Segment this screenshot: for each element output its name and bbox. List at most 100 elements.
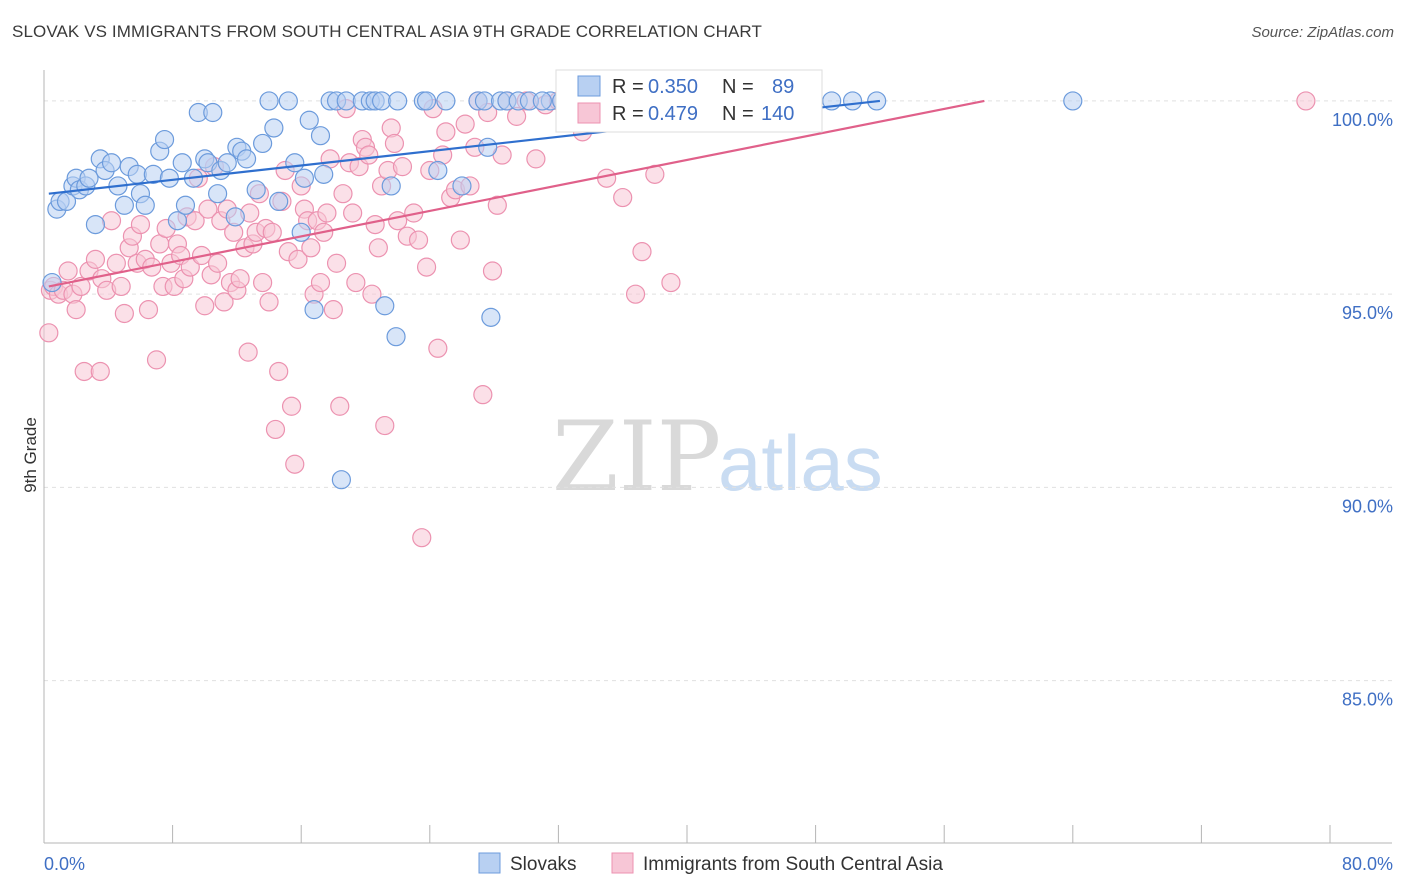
slovaks-point [299, 110, 319, 130]
y-tick-label-0: 100.0% [1332, 110, 1393, 130]
slovaks-point [481, 307, 501, 327]
immigrants-point [198, 199, 218, 219]
slovaks-point [217, 153, 237, 173]
immigrants-point [381, 118, 401, 138]
y-tick-label-1: 95.0% [1342, 303, 1393, 323]
slovaks-point [375, 296, 395, 316]
immigrants-point [265, 419, 286, 440]
chart-title: SLOVAK VS IMMIGRANTS FROM SOUTH CENTRAL … [12, 22, 762, 41]
immigrants-point [408, 230, 429, 250]
slovaks-point [336, 91, 356, 111]
slovaks-point [386, 327, 406, 347]
chart-source: Source: ZipAtlas.com [1251, 24, 1394, 41]
immigrants-point [597, 168, 617, 188]
slovaks-point [79, 168, 99, 188]
immigrants-point [323, 300, 343, 320]
slovaks-point [42, 272, 62, 293]
immigrants-point [359, 145, 379, 165]
stats-n-label-immigrants: N = [722, 103, 754, 125]
immigrants-point [74, 361, 94, 382]
slovaks-point [416, 91, 437, 111]
immigrants-point [362, 284, 382, 304]
slovaks-point [388, 91, 408, 111]
immigrants-point [253, 272, 273, 293]
immigrants-point [310, 272, 331, 293]
immigrants-point [146, 350, 167, 370]
immigrants-point [230, 269, 250, 289]
slovaks-point [101, 153, 122, 173]
slovaks-point [269, 191, 289, 212]
immigrants-point [326, 253, 347, 273]
immigrants-point [106, 253, 126, 273]
slovaks-point [294, 168, 315, 188]
stats-n-value-slovaks: 89 [772, 76, 794, 98]
immigrants-point [1296, 91, 1316, 111]
immigrants-point [85, 249, 106, 269]
slovaks-point [478, 137, 498, 157]
slovaks-point [452, 176, 472, 196]
immigrants-point [330, 396, 350, 416]
immigrants-point [388, 211, 408, 231]
watermark-atlas: atlas [718, 419, 883, 507]
slovaks-point [135, 195, 155, 215]
immigrants-point [281, 396, 302, 416]
slovaks-point [436, 91, 456, 111]
x-tick-label-1: 80.0% [1342, 854, 1393, 874]
stats-r-value-slovaks: 0.350 [648, 76, 698, 98]
x-tick-labels: 0.0% 80.0% [44, 854, 1393, 874]
slovaks-point [154, 129, 175, 150]
slovaks-point [474, 91, 495, 111]
immigrants-point [333, 184, 353, 204]
stats-r-label-immigrants: R = [612, 103, 644, 125]
slovaks-point [331, 470, 351, 490]
stats-n-label-slovaks: N = [722, 76, 754, 98]
immigrants-point [39, 323, 59, 343]
immigrants-point [262, 222, 282, 242]
slovaks-point [310, 126, 331, 146]
axes [43, 70, 1392, 844]
x-tick-label-0: 0.0% [44, 854, 85, 874]
legend-label-immigrants: Immigrants from South Central Asia [643, 854, 943, 875]
immigrants-point [416, 257, 437, 277]
immigrants-point [375, 415, 395, 436]
immigrants-point [288, 249, 308, 269]
immigrants-point [285, 454, 305, 474]
immigrants-point [412, 528, 432, 548]
stats-legend-swatch-immigrants [577, 102, 601, 124]
immigrants-point [343, 203, 363, 223]
slovaks-point [842, 91, 863, 111]
immigrants-point [428, 338, 448, 358]
immigrants-point [473, 385, 493, 405]
immigrants-trend-line [48, 99, 985, 288]
immigrants-point [661, 272, 681, 293]
slovaks-point [236, 149, 257, 169]
stats-n-value-immigrants: 140 [761, 103, 794, 125]
immigrants-point [114, 303, 134, 324]
immigrants-point [195, 296, 215, 316]
watermark: ZIP atlas [552, 401, 883, 513]
slovaks-point [167, 211, 188, 231]
immigrants-point [301, 238, 321, 258]
slovaks-point [264, 118, 284, 138]
slovaks-point [314, 164, 334, 184]
slovaks-points [42, 91, 1083, 490]
slovaks-point [278, 91, 298, 111]
legend-label-slovaks: Slovaks [510, 854, 577, 875]
immigrants-point [392, 157, 413, 177]
y-tick-label-2: 90.0% [1342, 496, 1393, 516]
slovaks-point [304, 300, 324, 320]
y-tick-label-3: 85.0% [1342, 690, 1393, 710]
stats-r-label-slovaks: R = [612, 76, 644, 98]
watermark-zip: ZIP [552, 401, 721, 513]
immigrants-point [526, 149, 546, 169]
slovaks-point [175, 195, 196, 215]
slovaks-point [428, 160, 448, 181]
slovaks-point [114, 195, 134, 215]
slovaks-point [85, 215, 106, 235]
stats-legend-swatch-slovaks [577, 75, 601, 97]
slovaks-point [285, 153, 305, 173]
immigrants-point [58, 261, 78, 281]
immigrants-point [365, 215, 385, 235]
immigrants-point [450, 230, 470, 250]
